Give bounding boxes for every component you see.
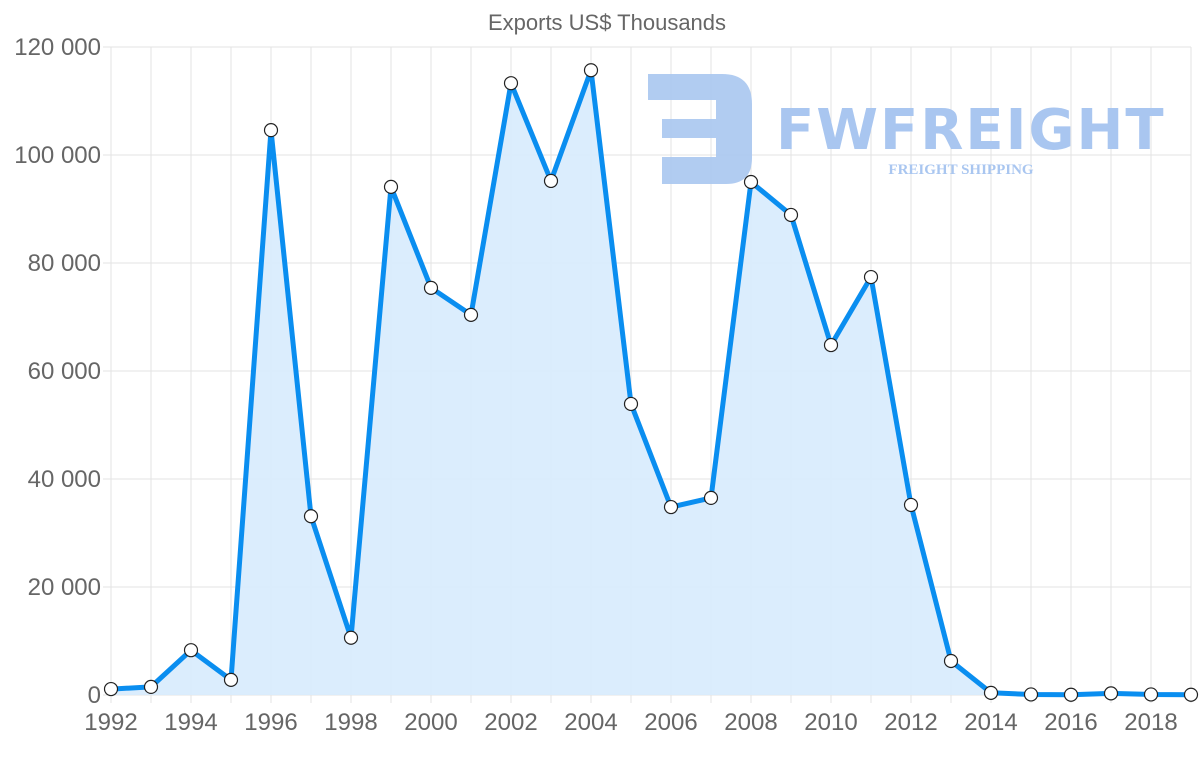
- data-point[interactable]: [663, 499, 679, 515]
- data-point[interactable]: [1063, 687, 1079, 702]
- data-point[interactable]: [623, 396, 639, 412]
- data-point[interactable]: [1023, 687, 1039, 702]
- y-tick-label: 80 000: [28, 250, 101, 277]
- data-point[interactable]: [703, 490, 719, 505]
- data-point[interactable]: [983, 685, 999, 700]
- x-tick-label: 1994: [164, 709, 217, 736]
- x-tick-label: 2014: [964, 709, 1017, 736]
- chart-title: Exports US$ Thousands: [488, 10, 726, 35]
- x-tick-label: 2018: [1124, 709, 1177, 736]
- data-point[interactable]: [1183, 687, 1199, 702]
- x-tick-label: 1996: [244, 709, 297, 736]
- data-point[interactable]: [543, 173, 559, 189]
- series-area-fill: [111, 70, 1191, 695]
- data-point[interactable]: [863, 269, 879, 285]
- series-line: [110, 67, 1192, 698]
- data-point[interactable]: [143, 679, 159, 695]
- data-point[interactable]: [743, 174, 759, 190]
- x-tick-label: 2004: [564, 709, 617, 736]
- y-tick-label: 0: [88, 682, 101, 709]
- data-point[interactable]: [943, 653, 959, 669]
- data-point[interactable]: [583, 63, 599, 78]
- x-tick-label: 1992: [84, 709, 137, 736]
- y-axis: 0 20 000 40 000 60 000 80 000 100 000 120 000: [14, 34, 101, 709]
- x-tick-label: 2008: [724, 709, 777, 736]
- x-tick-label: 2000: [404, 709, 457, 736]
- data-point[interactable]: [303, 509, 319, 524]
- data-point[interactable]: [783, 207, 799, 223]
- y-tick-label: 20 000: [28, 574, 101, 601]
- x-axis: 1992 1994 1996 1998 2000 2002 2004 2006 2008 2010…: [84, 709, 1177, 736]
- watermark-brand: FWFREIGHT: [776, 98, 1166, 163]
- x-tick-label: 1998: [324, 709, 377, 736]
- data-point[interactable]: [1143, 687, 1159, 702]
- data-point[interactable]: [103, 681, 119, 697]
- data-point[interactable]: [183, 643, 199, 658]
- y-tick-label: 100 000: [14, 142, 101, 169]
- data-point[interactable]: [503, 76, 519, 91]
- x-tick-label: 2002: [484, 709, 537, 736]
- x-tick-label: 2016: [1044, 709, 1097, 736]
- data-point[interactable]: [463, 307, 479, 322]
- y-tick-label: 120 000: [14, 34, 101, 61]
- x-tick-label: 2006: [644, 709, 697, 736]
- x-tick-label: 2012: [884, 709, 937, 736]
- fwfreight-logo-icon: [648, 74, 752, 184]
- data-point[interactable]: [263, 123, 279, 138]
- data-point[interactable]: [343, 630, 359, 645]
- x-tick-label: 2010: [804, 709, 857, 736]
- y-tick-label: 40 000: [28, 466, 101, 493]
- data-point[interactable]: [223, 672, 239, 687]
- fwfreight-watermark: FWFREIGHT FREIGHT SHIPPING: [648, 74, 1166, 184]
- data-points: [103, 63, 1199, 702]
- y-tick-label: 60 000: [28, 358, 101, 385]
- data-point[interactable]: [1103, 686, 1119, 701]
- data-point[interactable]: [823, 337, 839, 353]
- watermark-tagline: FREIGHT SHIPPING: [888, 162, 1033, 178]
- data-point[interactable]: [383, 179, 399, 194]
- data-point[interactable]: [903, 497, 919, 513]
- data-point[interactable]: [423, 280, 439, 295]
